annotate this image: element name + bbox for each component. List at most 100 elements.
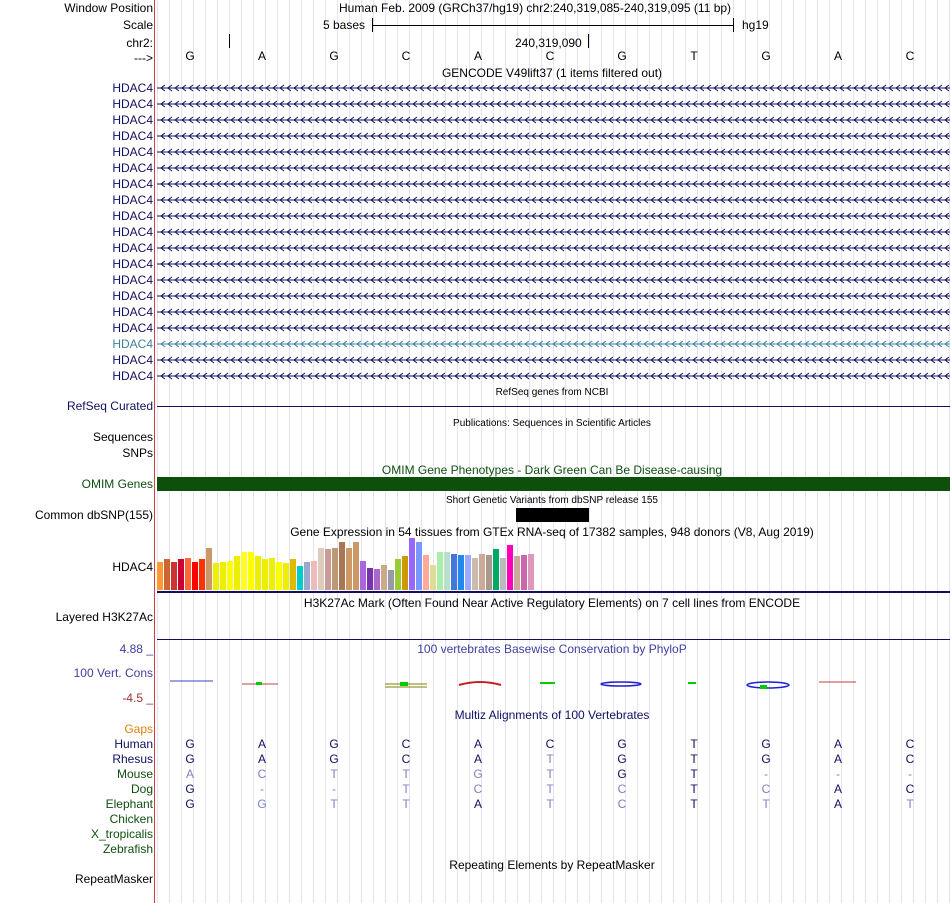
gtex-track-title[interactable]: Gene Expression in 54 tissues from GTEx … (290, 525, 814, 539)
gtex-tissue-bar[interactable] (318, 548, 324, 590)
gtex-tissue-bar[interactable] (157, 562, 163, 590)
gencode-transcript[interactable] (157, 274, 950, 286)
gtex-tissue-bar[interactable] (465, 555, 471, 590)
gencode-transcript[interactable] (157, 178, 950, 190)
repeatmasker-track-title[interactable]: Repeating Elements by RepeatMasker (449, 858, 655, 872)
gtex-tissue-bar[interactable] (213, 563, 219, 590)
gtex-tissue-bar[interactable] (304, 562, 310, 590)
gtex-tissue-bar[interactable] (227, 561, 233, 590)
gencode-item-label[interactable]: HDAC4 (112, 193, 153, 207)
repeatmasker-label[interactable]: RepeatMasker (74, 872, 153, 886)
gencode-transcript[interactable] (157, 306, 950, 318)
gtex-tissue-bar[interactable] (311, 561, 317, 590)
h3k27ac-label[interactable]: Layered H3K27Ac (55, 610, 153, 624)
gtex-tissue-bar[interactable] (486, 555, 492, 590)
gencode-item-label[interactable]: HDAC4 (112, 209, 153, 223)
gencode-item-label[interactable]: HDAC4 (112, 305, 153, 319)
gencode-item-label[interactable]: HDAC4 (112, 257, 153, 271)
gencode-transcript[interactable] (157, 258, 950, 270)
gtex-tissue-bar[interactable] (325, 549, 331, 590)
gencode-transcript[interactable] (157, 354, 950, 366)
gencode-transcript[interactable] (157, 98, 950, 110)
gencode-item-label[interactable]: HDAC4 (112, 289, 153, 303)
gencode-transcript[interactable] (157, 338, 950, 350)
gtex-tissue-bar[interactable] (178, 559, 184, 590)
multiz-track-title[interactable]: Multiz Alignments of 100 Vertebrates (454, 708, 650, 722)
gtex-tissue-bar[interactable] (241, 552, 247, 590)
omim-track-title[interactable]: OMIM Gene Phenotypes - Dark Green Can Be… (381, 463, 723, 477)
gtex-tissue-bar[interactable] (192, 562, 198, 590)
gtex-tissue-bar[interactable] (500, 558, 506, 590)
gencode-item-label[interactable]: HDAC4 (112, 97, 153, 111)
gencode-item-label[interactable]: HDAC4 (112, 177, 153, 191)
gtex-tissue-bar[interactable] (493, 549, 499, 590)
gtex-tissue-bar[interactable] (276, 562, 282, 590)
gencode-transcript[interactable] (157, 290, 950, 302)
gencode-item-label[interactable]: HDAC4 (112, 273, 153, 287)
gencode-item-label[interactable]: HDAC4 (112, 225, 153, 239)
gtex-tissue-bar[interactable] (234, 556, 240, 590)
gtex-tissue-bar[interactable] (395, 559, 401, 590)
gtex-tissue-bar[interactable] (472, 558, 478, 590)
gencode-transcript[interactable] (157, 130, 950, 142)
gtex-tissue-bar[interactable] (332, 548, 338, 590)
gencode-item-label[interactable]: HDAC4 (112, 145, 153, 159)
gtex-tissue-bar[interactable] (479, 554, 485, 590)
publications-snps-label[interactable]: SNPs (122, 446, 153, 460)
gtex-tissue-bar[interactable] (430, 565, 436, 590)
phylop-track-title[interactable]: 100 vertebrates Basewise Conservation by… (417, 642, 687, 656)
gtex-tissue-bar[interactable] (528, 554, 534, 590)
phylop-graph[interactable] (157, 672, 950, 694)
gencode-item-label[interactable]: HDAC4 (112, 369, 153, 383)
gtex-tissue-bar[interactable] (164, 559, 170, 590)
gtex-tissue-bar[interactable] (339, 542, 345, 590)
gtex-tissue-bar[interactable] (374, 569, 380, 590)
gencode-track-title[interactable]: GENCODE V49lift37 (1 items filtered out) (441, 66, 663, 80)
gtex-tissue-bar[interactable] (206, 548, 212, 590)
gencode-transcript[interactable] (157, 114, 950, 126)
gtex-tissue-bar[interactable] (521, 555, 527, 590)
gtex-tissue-bar[interactable] (185, 558, 191, 590)
gencode-item-label[interactable]: HDAC4 (112, 113, 153, 127)
gtex-tissue-bar[interactable] (255, 556, 261, 590)
gtex-tissue-bar[interactable] (283, 563, 289, 590)
gencode-transcript[interactable] (157, 226, 950, 238)
gtex-tissue-bar[interactable] (381, 565, 387, 590)
publications-sequences-label[interactable]: Sequences (92, 430, 153, 444)
gencode-transcript[interactable] (157, 322, 950, 334)
gencode-item-label[interactable]: HDAC4 (112, 81, 153, 95)
gtex-tissue-bar[interactable] (262, 559, 268, 590)
gtex-tissue-bar[interactable] (171, 562, 177, 590)
gtex-tissue-bar[interactable] (290, 559, 296, 590)
phylop-label[interactable]: 100 Vert. Cons (73, 666, 153, 680)
gtex-tissue-bar[interactable] (507, 545, 513, 590)
omim-label[interactable]: OMIM Genes (81, 477, 153, 491)
gencode-transcript[interactable] (157, 82, 950, 94)
dbsnp-variant[interactable] (516, 508, 589, 522)
gencode-transcript[interactable] (157, 146, 950, 158)
gtex-tissue-bar[interactable] (388, 570, 394, 590)
gtex-label[interactable]: HDAC4 (112, 560, 153, 574)
gencode-item-label[interactable]: HDAC4 (112, 337, 153, 351)
gtex-tissue-bar[interactable] (353, 542, 359, 590)
gtex-tissue-bar[interactable] (437, 552, 443, 590)
gencode-item-label[interactable]: HDAC4 (112, 321, 153, 335)
gencode-item-label[interactable]: HDAC4 (112, 241, 153, 255)
gtex-tissue-bar[interactable] (346, 548, 352, 590)
gencode-item-label[interactable]: HDAC4 (112, 129, 153, 143)
gtex-tissue-bar[interactable] (458, 555, 464, 590)
gtex-tissue-bar[interactable] (367, 568, 373, 590)
gencode-transcript[interactable] (157, 242, 950, 254)
gtex-tissue-bar[interactable] (220, 562, 226, 590)
h3k27ac-track-title[interactable]: H3K27Ac Mark (Often Found Near Active Re… (303, 596, 801, 610)
gtex-tissue-bar[interactable] (402, 556, 408, 590)
gtex-tissue-bar[interactable] (360, 561, 366, 590)
refseq-gene-line[interactable] (157, 406, 950, 407)
gtex-tissue-bar[interactable] (269, 558, 275, 590)
dbsnp-track-title[interactable]: Short Genetic Variants from dbSNP releas… (446, 495, 658, 506)
gencode-item-label[interactable]: HDAC4 (112, 353, 153, 367)
gtex-tissue-bar[interactable] (248, 552, 254, 590)
gencode-transcript[interactable] (157, 162, 950, 174)
gencode-transcript[interactable] (157, 194, 950, 206)
gtex-tissue-bar[interactable] (444, 552, 450, 590)
